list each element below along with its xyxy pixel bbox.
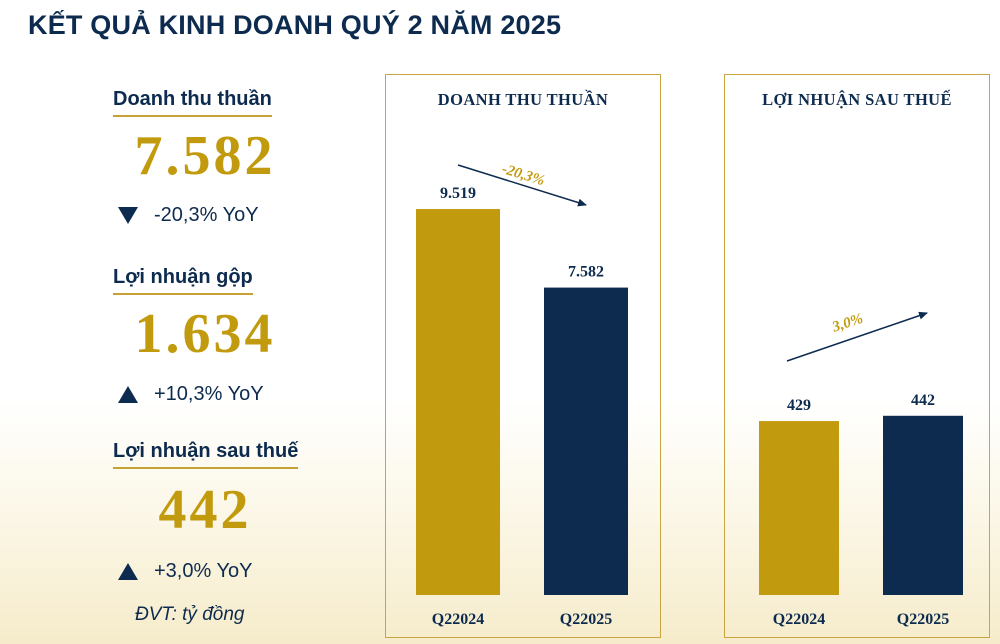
- metric-label-net-profit: Lợi nhuận sau thuế: [113, 440, 299, 469]
- triangle-up-icon: [118, 563, 138, 581]
- revenue-trend-arrow-icon: [457, 164, 587, 207]
- metric-value-gross-profit: 1.634: [134, 303, 276, 365]
- net-profit-category-label-q22025: Q22025: [897, 611, 949, 628]
- revenue-bar-q22024: [416, 209, 500, 595]
- revenue-value-label-q22024: 9.519: [440, 185, 476, 202]
- revenue-chart-panel: DOANH THU THUẦN 9.519 Q22024 7.582 Q22025 -2…: [385, 74, 661, 638]
- unit-note: ĐVT: tỷ đồng: [135, 604, 245, 625]
- revenue-category-label-q22025: Q22025: [560, 611, 612, 628]
- net-profit-category-label-q22024: Q22024: [773, 611, 825, 628]
- triangle-up-icon: [118, 386, 138, 404]
- metric-change-revenue: -20,3% YoY: [118, 204, 259, 227]
- revenue-chart-title: DOANH THU THUẦN: [437, 90, 609, 109]
- metric-change-net-profit-text: +3,0% YoY: [154, 560, 253, 582]
- net-profit-value-label-q22025: 442: [911, 392, 935, 409]
- revenue-category-label-q22024: Q22024: [432, 611, 484, 628]
- metric-value-revenue: 7.582: [134, 125, 276, 187]
- net-profit-bar-q22025: [883, 415, 963, 595]
- metric-change-gross-profit: +10,3% YoY: [118, 383, 264, 406]
- net-profit-value-label-q22024: 429: [787, 397, 811, 414]
- triangle-down-icon: [118, 207, 138, 225]
- net-profit-bar-q22024: [759, 421, 839, 595]
- revenue-bar-q22025: [544, 287, 628, 595]
- net-profit-trend-arrow-icon: [786, 311, 928, 362]
- metric-change-net-profit: +3,0% YoY: [118, 560, 252, 583]
- metric-change-gross-profit-text: +10,3% YoY: [154, 383, 264, 405]
- metric-label-revenue: Doanh thu thuần: [113, 88, 272, 117]
- metric-label-gross-profit: Lợi nhuận gộp: [113, 266, 253, 295]
- metric-change-revenue-text: -20,3% YoY: [154, 204, 259, 226]
- net-profit-chart: 429 Q22024 442 Q22025 3,0%: [759, 311, 963, 628]
- net-profit-chart-title: LỢI NHUẬN SAU THUẾ: [762, 90, 952, 109]
- page-title: KẾT QUẢ KINH DOANH QUÝ 2 NĂM 2025: [28, 10, 562, 40]
- metric-value-net-profit: 442: [158, 479, 252, 541]
- net-profit-change-label: 3,0%: [829, 311, 865, 336]
- revenue-value-label-q22025: 7.582: [568, 264, 604, 281]
- net-profit-chart-panel: LỢI NHUẬN SAU THUẾ 429 Q22024 442 Q22025 3,0…: [724, 74, 990, 638]
